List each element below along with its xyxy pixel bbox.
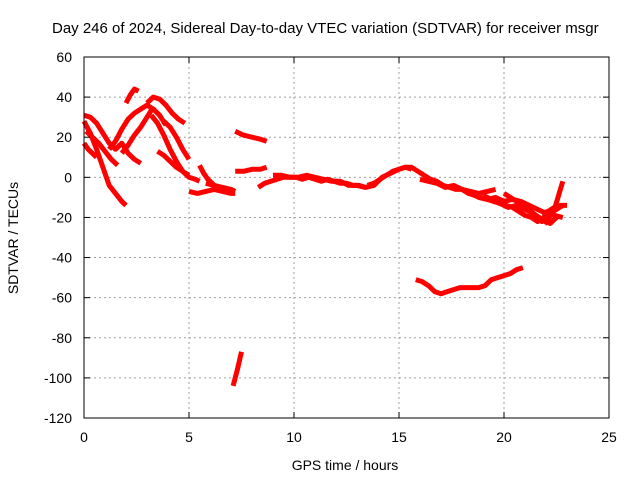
y-tick-label: -20	[52, 209, 72, 225]
series-track-9	[149, 113, 201, 184]
series-track-26	[541, 202, 567, 216]
series-track-20	[366, 164, 413, 188]
series-track-5	[107, 102, 169, 151]
y-tick-label: 40	[56, 89, 72, 105]
series-track-11	[162, 119, 192, 161]
grid-lines	[84, 57, 609, 418]
y-tick-label: -40	[52, 250, 72, 266]
series-track-16	[234, 128, 268, 144]
x-tick-label: 25	[601, 429, 617, 445]
data-series	[81, 86, 567, 387]
series-track-25	[534, 180, 566, 224]
x-axis-title: GPS time / hours	[292, 457, 399, 473]
series-track-10	[156, 149, 191, 178]
plot-frame	[83, 56, 610, 419]
y-tick-label: -120	[44, 410, 72, 426]
series-track-14	[205, 180, 237, 194]
series-track-6	[119, 105, 156, 155]
x-tick-label: 0	[80, 429, 88, 445]
tick-labels: 0 5 10 15 20 25 -120 -100 -80 -60 -40 -20 0 20 40 60	[44, 49, 617, 445]
series-track-4	[84, 129, 120, 168]
chart-title: Day 246 of 2024, Sidereal Day-to-day VTE…	[52, 20, 599, 37]
series-track-13	[188, 186, 236, 196]
x-tick-label: 5	[185, 429, 193, 445]
series-track-2	[81, 141, 99, 160]
x-tick-label: 20	[496, 429, 512, 445]
y-tick-label: -80	[52, 330, 72, 346]
series-track-7	[123, 86, 140, 105]
series-track-17	[235, 164, 268, 174]
y-tick-label: 20	[56, 129, 72, 145]
series-track-19	[273, 164, 565, 224]
series-track-8	[145, 94, 187, 126]
series-track-21	[419, 176, 497, 196]
axis-ticks	[83, 56, 610, 419]
y-tick-label: -100	[44, 370, 72, 386]
series-track-15	[230, 351, 244, 387]
x-tick-label: 10	[286, 429, 302, 445]
x-tick-label: 15	[391, 429, 407, 445]
series-track-27	[415, 265, 524, 297]
y-tick-label: -60	[52, 290, 72, 306]
y-axis-title: SDTVAR / TECUs	[5, 182, 21, 294]
y-tick-label: 60	[56, 49, 72, 65]
y-tick-label: 0	[64, 169, 72, 185]
